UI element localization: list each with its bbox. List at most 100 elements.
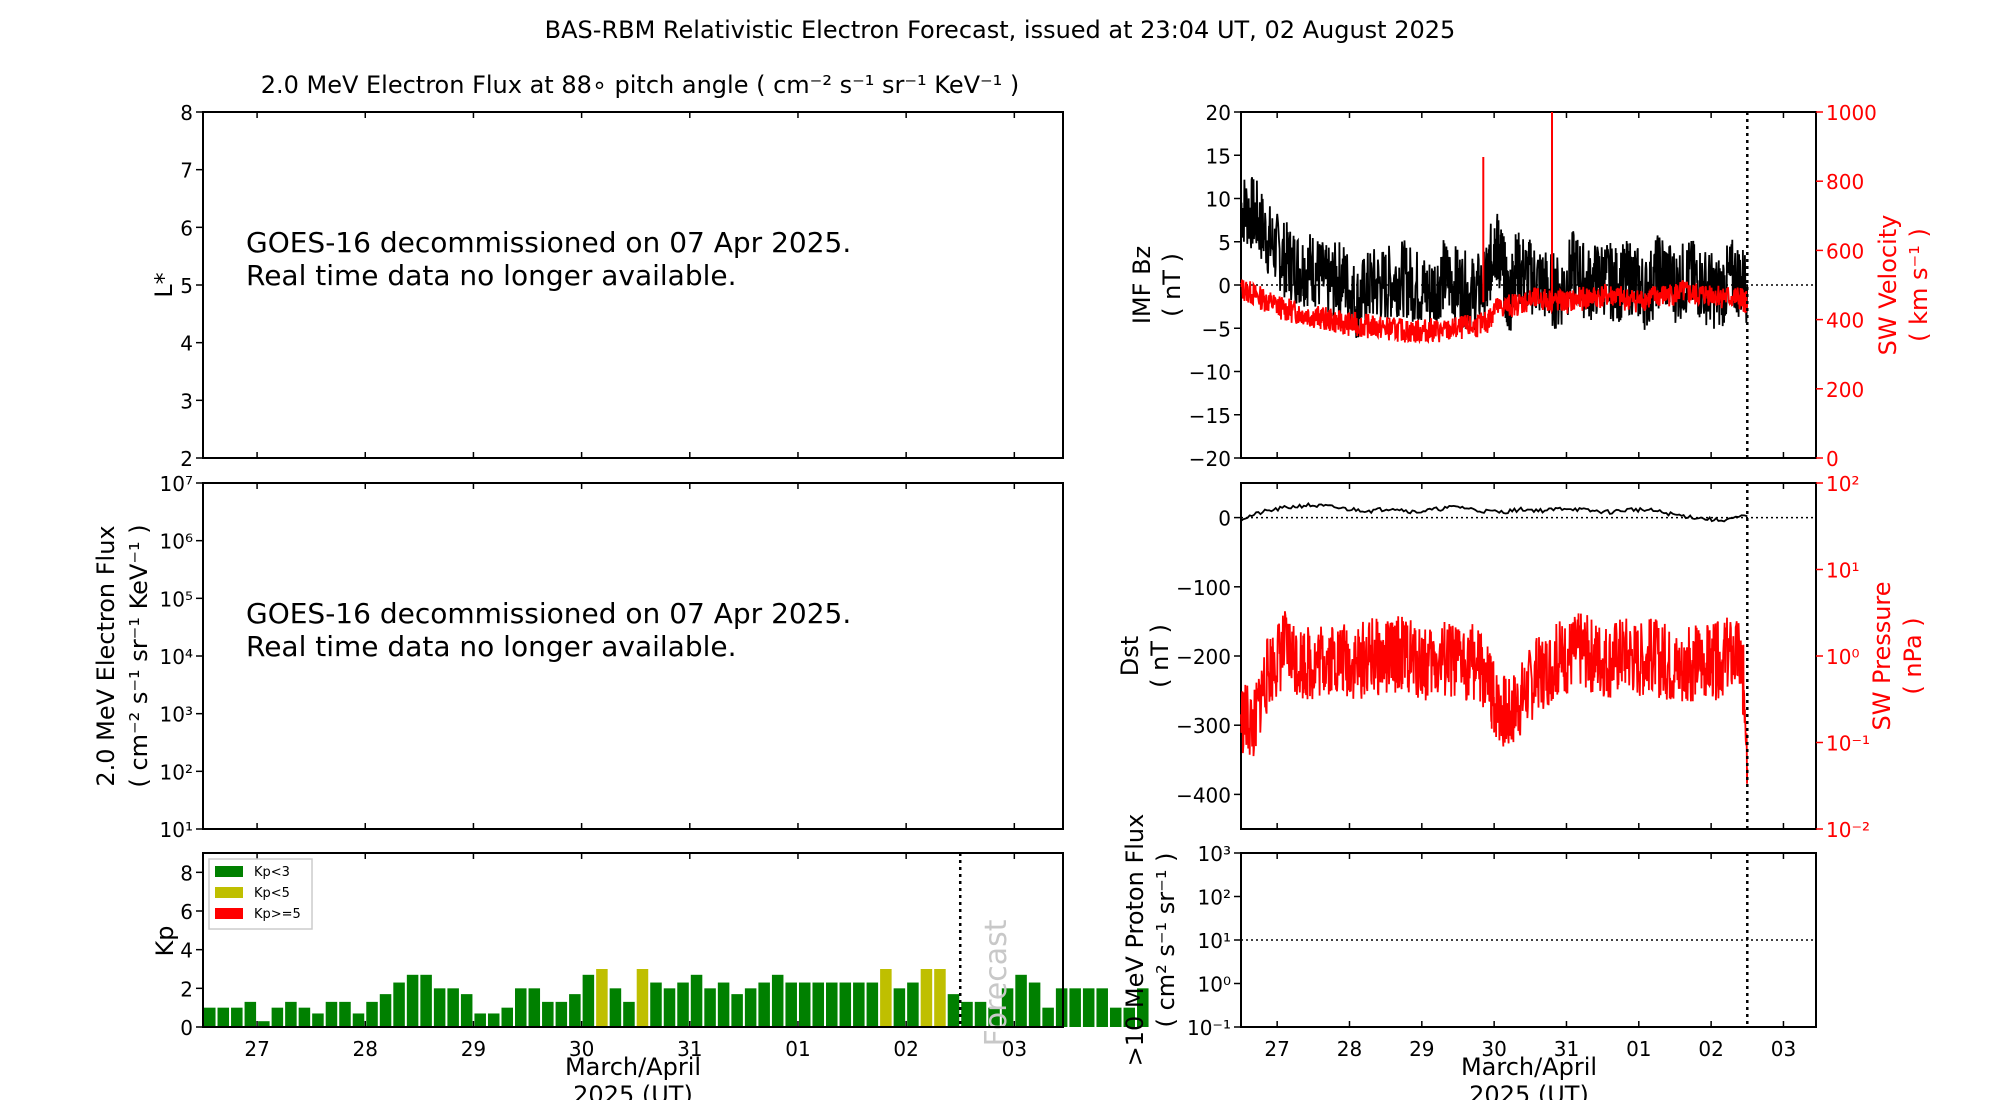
imf-yticks-tick-label: −20 [1189, 447, 1231, 471]
kp-bar [920, 969, 933, 1027]
kp-bar [853, 982, 865, 1027]
kp-bar [339, 1001, 351, 1027]
proton-yticks-tick-label: 10⁰ [1198, 973, 1231, 997]
proton-xaxis: 27 28 29 30 31 01 02 03 [1264, 853, 1796, 1061]
lstar-ylabel: L* [150, 272, 178, 297]
lstar-yticks-tick-label: 5 [180, 274, 193, 298]
dst-yticks-tick-label: −100 [1176, 576, 1231, 600]
kp-bar [569, 994, 581, 1027]
kp-frame [202, 852, 1064, 1028]
kp-bar [1137, 988, 1149, 1027]
kp-bar [352, 1013, 365, 1027]
kp-bar [893, 988, 906, 1027]
kp-xticks-tick-label: 01 [785, 1037, 810, 1061]
kp-bar [555, 1001, 568, 1027]
dst-y2ticks-tick-label: 10⁻² [1826, 818, 1870, 842]
kp-bar [231, 1007, 243, 1027]
kp-bar [758, 982, 770, 1027]
kp-bar [582, 974, 595, 1027]
kp-bar [447, 988, 459, 1027]
kp-legend-label-olive: Kp<5 [254, 886, 290, 901]
kp-bar [1055, 988, 1068, 1027]
imf-series-group [1240, 112, 1816, 458]
kp-bar [934, 969, 946, 1027]
lstar-yticks-tick-label: 4 [180, 332, 193, 356]
imf-yaxis-right: 0 200 400 600 800 1000 [1816, 101, 1877, 471]
kp-bar [271, 1007, 284, 1027]
kp-bar [677, 982, 689, 1027]
imf-y2label-line1: SW Velocity [1874, 215, 1902, 356]
kp-bar [826, 982, 838, 1027]
dst-ylabel-line1: Dst [1116, 636, 1144, 676]
kp-bar [839, 982, 852, 1027]
kp-bar [366, 1001, 378, 1027]
kp-bar [771, 974, 784, 1027]
dst-yticks-tick-label: 0 [1218, 507, 1231, 531]
imf-y2ticks-tick-label: 400 [1826, 309, 1864, 333]
kp-bar [798, 982, 811, 1027]
proton-ylabel-line2: ( cm² s⁻¹ sr⁻¹ ) [1152, 853, 1180, 1028]
imf-y2ticks-tick-label: 200 [1826, 378, 1864, 402]
kp-bar [961, 1001, 973, 1027]
eflux-panel: 10¹ 10² 10³ 10⁴ 10⁵ 10⁶ 10⁷ 2.0 MeV Electron F… [92, 472, 1064, 842]
imf-y2ticks-tick-label: 800 [1826, 170, 1864, 194]
figure-title: BAS-RBM Relativistic Electron Forecast, … [545, 16, 1456, 44]
kp-bar [460, 994, 473, 1027]
proton-yticks-tick-label: 10¹ [1198, 929, 1231, 953]
imf-yticks-tick-label: 10 [1206, 188, 1231, 212]
kp-yaxis: 0 2 4 6 8 [180, 861, 203, 1040]
kp-bar [785, 982, 797, 1027]
proton-yaxis: 10⁻¹ 10⁰ 10¹ 10² 10³ [1187, 842, 1241, 1040]
kp-bar [433, 988, 446, 1027]
kp-bar [1001, 988, 1014, 1027]
imf-ylabel-line2: ( nT ) [1158, 253, 1186, 317]
kp-bar [258, 1021, 270, 1027]
kp-bar [420, 974, 432, 1027]
sw-velocity-series-line [1240, 279, 1749, 345]
kp-bar [1109, 1007, 1122, 1027]
eflux-yticks-tick-label: 10⁵ [160, 587, 193, 611]
eflux-message-line2: Real time data no longer available. [246, 630, 737, 663]
proton-ylabel-line1: >10 MeV Proton Flux [1121, 814, 1149, 1067]
kp-xlabel-line1: March/April [565, 1053, 701, 1081]
kp-bar [609, 988, 622, 1027]
lstar-plot-area [202, 111, 1064, 459]
lstar-yticks-tick-label: 2 [180, 447, 193, 471]
lstar-message-line2: Real time data no longer available. [246, 259, 737, 292]
kp-yticks-tick-label: 2 [180, 977, 193, 1001]
kp-bar [501, 1007, 514, 1027]
lstar-yticks-tick-label: 3 [180, 389, 193, 413]
lstar-title: 2.0 MeV Electron Flux at 88∘ pitch angle… [261, 71, 1020, 99]
imf-xaxis [1276, 112, 1785, 458]
imf-yticks-tick-label: 20 [1206, 101, 1231, 125]
lstar-yticks-tick-label: 7 [180, 159, 193, 183]
proton-series-group [1241, 853, 1816, 1027]
kp-bar [866, 982, 879, 1027]
lstar-message-line1: GOES-16 decommissioned on 07 Apr 2025. [246, 226, 851, 259]
kp-xticks-tick-label: 29 [461, 1037, 486, 1061]
kp-yticks-tick-label: 8 [180, 861, 193, 885]
lstar-yaxis: 2 3 4 5 6 7 8 [180, 101, 203, 471]
kp-yticks-tick-label: 4 [180, 939, 193, 963]
dst-y2ticks-tick-label: 10² [1826, 472, 1859, 496]
kp-xlabel-line2: 2025 (UT) [573, 1081, 693, 1100]
dst-yticks-tick-label: −400 [1176, 783, 1231, 807]
kp-bar [690, 974, 703, 1027]
kp-bar [731, 994, 743, 1027]
dst-series-group [1240, 483, 1816, 829]
kp-bar [663, 988, 676, 1027]
kp-bar [744, 988, 757, 1027]
kp-bar [636, 969, 649, 1027]
kp-bar [907, 982, 919, 1027]
kp-legend-swatch-red [215, 908, 243, 919]
kp-bar [1123, 1007, 1136, 1027]
proton-xticks-tick-label: 03 [1771, 1037, 1796, 1061]
kp-bar [1042, 1007, 1054, 1027]
eflux-ylabel-line1: 2.0 MeV Electron Flux [92, 525, 120, 786]
kp-xticks-tick-label: 28 [353, 1037, 378, 1061]
dst-y2label-line2: ( nPa ) [1899, 617, 1927, 694]
proton-xticks-tick-label: 01 [1626, 1037, 1651, 1061]
eflux-xaxis [256, 483, 1016, 829]
